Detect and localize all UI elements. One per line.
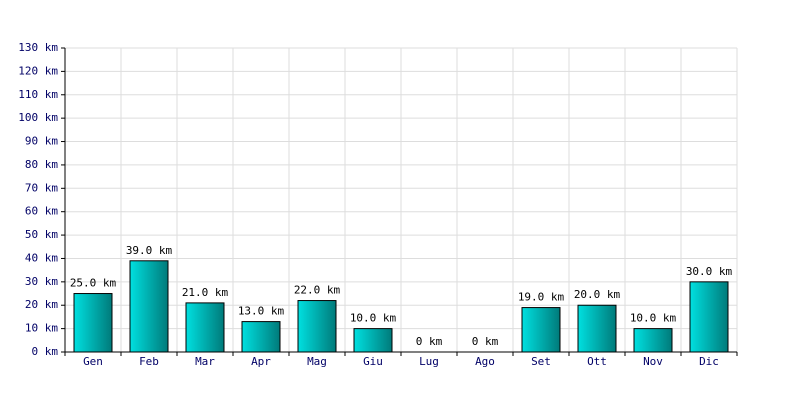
value-label: 30.0 km bbox=[686, 265, 733, 278]
y-tick-label: 70 km bbox=[25, 181, 58, 194]
value-label: 13.0 km bbox=[238, 305, 285, 318]
y-tick-label: 100 km bbox=[18, 111, 58, 124]
value-label: 0 km bbox=[416, 335, 443, 348]
bar bbox=[185, 302, 225, 353]
value-label: 19.0 km bbox=[518, 291, 565, 304]
value-label: 20.0 km bbox=[574, 288, 621, 301]
x-tick-label: Mag bbox=[307, 355, 327, 368]
y-tick-label: 120 km bbox=[18, 64, 58, 77]
bar bbox=[129, 260, 169, 353]
y-tick-label: 40 km bbox=[25, 251, 58, 264]
bar bbox=[577, 304, 617, 353]
value-label: 10.0 km bbox=[630, 312, 677, 325]
value-label: 0 km bbox=[472, 335, 499, 348]
value-label: 39.0 km bbox=[126, 244, 173, 257]
x-tick-label: Nov bbox=[643, 355, 663, 368]
x-tick-label: Set bbox=[531, 355, 551, 368]
value-label: 21.0 km bbox=[182, 286, 229, 299]
bar bbox=[689, 281, 729, 353]
bar bbox=[297, 300, 337, 353]
y-tick-label: 20 km bbox=[25, 298, 58, 311]
x-tick-label: Dic bbox=[699, 355, 719, 368]
value-label: 22.0 km bbox=[294, 284, 341, 297]
bar bbox=[633, 328, 673, 353]
y-tick-label: 60 km bbox=[25, 205, 58, 218]
bar bbox=[241, 321, 281, 353]
y-tick-label: 30 km bbox=[25, 275, 58, 288]
y-tick-label: 0 km bbox=[32, 345, 59, 358]
y-tick-label: 10 km bbox=[25, 322, 58, 335]
x-tick-label: Giu bbox=[363, 355, 383, 368]
y-tick-label: 110 km bbox=[18, 88, 58, 101]
x-tick-label: Ago bbox=[475, 355, 495, 368]
y-tick-label: 90 km bbox=[25, 135, 58, 148]
bar bbox=[73, 293, 113, 353]
bar bbox=[353, 328, 393, 353]
y-tick-label: 80 km bbox=[25, 158, 58, 171]
x-tick-label: Lug bbox=[419, 355, 439, 368]
x-tick-label: Gen bbox=[83, 355, 103, 368]
x-tick-label: Feb bbox=[139, 355, 159, 368]
y-tick-label: 130 km bbox=[18, 41, 58, 54]
x-tick-label: Ott bbox=[587, 355, 607, 368]
value-label: 25.0 km bbox=[70, 277, 117, 290]
y-tick-label: 50 km bbox=[25, 228, 58, 241]
x-tick-label: Apr bbox=[251, 355, 271, 368]
bar bbox=[521, 307, 561, 353]
value-label: 10.0 km bbox=[350, 312, 397, 325]
x-tick-label: Mar bbox=[195, 355, 215, 368]
